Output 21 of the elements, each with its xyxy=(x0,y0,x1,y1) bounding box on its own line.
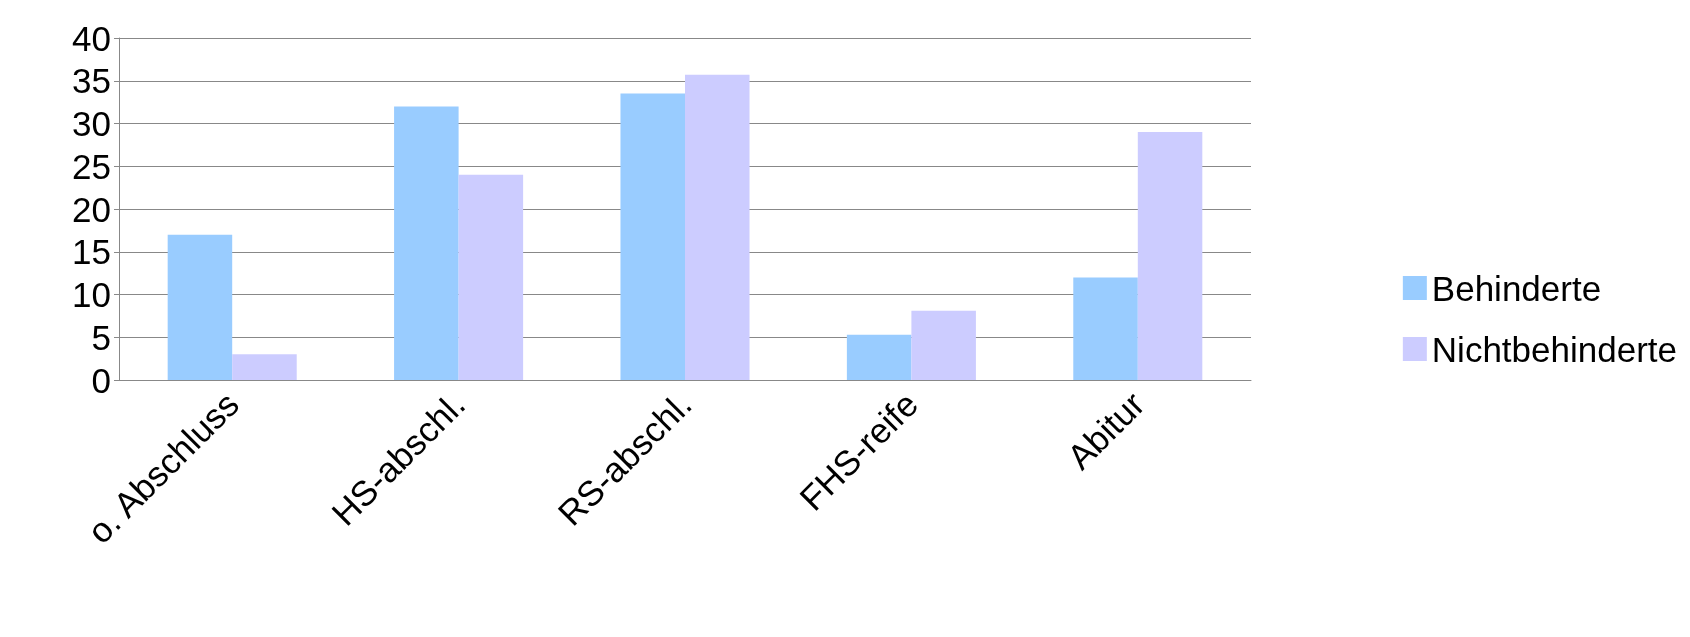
bar xyxy=(846,334,912,380)
y-tick-label: 15 xyxy=(72,232,111,272)
bar xyxy=(911,310,976,380)
bar xyxy=(1137,132,1203,380)
y-tick-label: 0 xyxy=(91,360,111,400)
y-tick-label: 10 xyxy=(72,275,111,314)
bar xyxy=(1073,277,1138,380)
bar xyxy=(167,234,233,380)
legend-label: Behinderte xyxy=(1431,268,1602,308)
y-tick-label: 35 xyxy=(72,61,111,101)
bar xyxy=(232,354,297,380)
bar xyxy=(685,74,750,380)
y-tick-label: 40 xyxy=(72,18,111,58)
bar xyxy=(458,174,524,380)
legend-label: Nichtbehinderte xyxy=(1431,329,1677,369)
bar xyxy=(394,106,459,380)
y-tick-label: 5 xyxy=(91,317,111,357)
y-tick-label: 20 xyxy=(72,189,111,229)
bar xyxy=(620,93,685,380)
y-tick-label: 30 xyxy=(72,104,111,143)
y-tick-label: 25 xyxy=(72,146,111,186)
